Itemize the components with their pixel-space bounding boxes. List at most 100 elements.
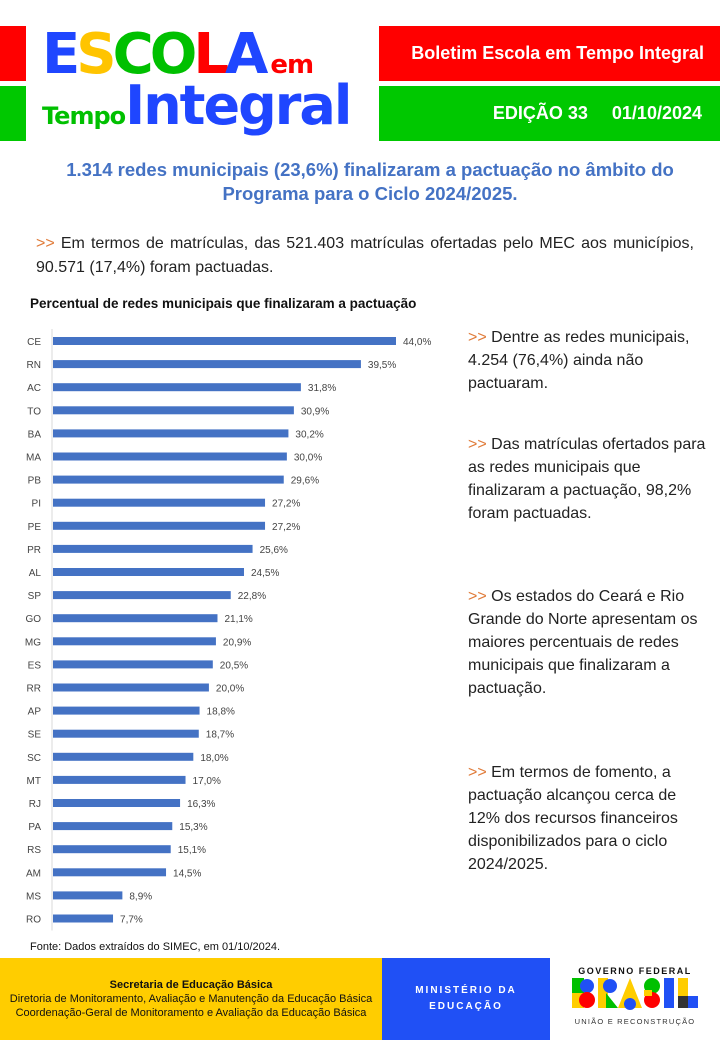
category-label: MS: [26, 891, 41, 902]
data-label: 18,7%: [206, 730, 234, 741]
highlight-text: Das matrículas ofertados para as redes m…: [468, 436, 706, 522]
category-label: CE: [27, 337, 41, 348]
footer-ministerio: MINISTÉRIO DA EDUCAÇÃO: [382, 958, 550, 1040]
logo-letter: O: [149, 22, 198, 87]
data-label: 30,9%: [301, 406, 329, 417]
category-label: MA: [26, 453, 41, 464]
data-label: 44,0%: [403, 337, 431, 348]
category-label: TO: [27, 406, 41, 417]
bar-sc: [53, 752, 194, 761]
logo-letter: C: [112, 22, 154, 87]
bar-ro: [53, 914, 114, 923]
category-label: AL: [29, 568, 42, 579]
highlight-3: >> Os estados do Ceará e Rio Grande do N…: [468, 585, 708, 700]
logo-letter: E: [42, 22, 80, 87]
category-label: SP: [28, 591, 42, 602]
bullet-arrow-icon: >>: [468, 588, 487, 605]
data-label: 14,5%: [173, 868, 201, 879]
bar-al: [53, 568, 244, 576]
edition-number: EDIÇÃO 33: [492, 103, 588, 123]
data-label: 18,0%: [200, 753, 228, 764]
data-label: 16,3%: [187, 799, 215, 810]
category-label: PA: [28, 822, 41, 833]
bar-ba: [53, 429, 289, 438]
secretaria-name: Secretaria de Educação Básica: [109, 979, 273, 991]
bar-am: [53, 868, 167, 877]
governo-federal-logo: GOVERNO FEDERAL UNIÃO E RECONSTRUÇÃO: [560, 962, 710, 1034]
edition-banner: EDIÇÃO 33 01/10/2024: [379, 86, 720, 141]
category-label: GO: [25, 614, 41, 625]
category-label: MG: [25, 637, 41, 648]
data-label: 18,8%: [207, 707, 235, 718]
data-label: 20,0%: [216, 684, 244, 695]
category-label: AP: [28, 707, 42, 718]
gov-top-text: GOVERNO FEDERAL: [578, 966, 692, 976]
ministerio-line-1: MINISTÉRIO DA: [415, 985, 517, 996]
logo-em: em: [270, 50, 314, 80]
highlight-2: >> Das matrículas ofertados para as rede…: [468, 433, 708, 525]
bulletin-title-banner: Boletim Escola em Tempo Integral: [379, 26, 720, 81]
data-label: 24,5%: [251, 568, 279, 579]
category-label: PB: [28, 476, 42, 487]
category-label: RJ: [29, 799, 41, 810]
bulletin-title: Boletim Escola em Tempo Integral: [411, 43, 704, 63]
decorative-red-block: [0, 26, 26, 81]
logo-letter: L: [193, 22, 229, 87]
bullet-arrow-icon: >>: [468, 436, 487, 453]
bar-sp: [53, 591, 231, 600]
category-label: ES: [28, 660, 42, 671]
data-label: 31,8%: [308, 383, 336, 394]
data-label: 20,5%: [220, 660, 248, 671]
data-label: 27,2%: [272, 522, 300, 533]
category-label: RO: [26, 915, 41, 926]
bar-se: [53, 729, 199, 738]
category-label: PR: [27, 545, 41, 556]
bar-rj: [53, 799, 181, 807]
data-label: 17,0%: [193, 776, 221, 787]
logo-escola-word: ESCOLA em: [42, 26, 314, 94]
category-label: MT: [27, 776, 41, 787]
ministerio-line-2: EDUCAÇÃO: [429, 1001, 503, 1012]
edition-date: 01/10/2024: [611, 103, 702, 123]
bar-ma: [53, 452, 287, 461]
bar-ms: [53, 891, 123, 900]
data-label: 20,9%: [223, 637, 251, 648]
data-label: 22,8%: [238, 591, 266, 602]
bar-pr: [53, 544, 253, 553]
category-label: RN: [27, 360, 41, 371]
bar-ap: [53, 706, 200, 715]
decorative-green-block: [0, 86, 26, 141]
bar-mg: [53, 637, 216, 646]
diretoria-name: Diretoria de Monitoramento, Avaliação e …: [9, 993, 373, 1005]
brasil-logo-icon: [572, 978, 698, 1010]
highlight-4: >> Em termos de fomento, a pactuação alc…: [468, 761, 708, 876]
data-label: 25,6%: [260, 545, 288, 556]
data-label: 30,0%: [294, 453, 322, 464]
highlight-text: Os estados do Ceará e Rio Grande do Nort…: [468, 588, 698, 697]
data-label: 30,2%: [295, 429, 323, 440]
source-note: Fonte: Dados extraídos do SIMEC, em 01/1…: [30, 941, 281, 953]
bar-ce: [53, 337, 396, 345]
data-label: 39,5%: [368, 360, 396, 371]
logo-tempo: Tempo: [42, 102, 126, 130]
bar-ac: [53, 383, 301, 392]
chart-title: Percentual de redes municipais que final…: [30, 296, 417, 311]
bar-chart: CE 44,0% RN 39,5% AC 31,8% TO 30,9% BA 30,2% MA 30,…: [25, 329, 431, 931]
category-label: PE: [28, 522, 42, 533]
highlight-text: Em termos de fomento, a pactuação alcanç…: [468, 764, 678, 873]
data-label: 8,9%: [129, 891, 152, 902]
headline: 1.314 redes municipais (23,6%) finalizar…: [66, 159, 674, 204]
data-label: 27,2%: [272, 499, 300, 510]
data-label: 21,1%: [224, 614, 252, 625]
coordenacao-name: Coordenação-Geral de Monitoramento e Ava…: [15, 1007, 367, 1019]
escola-tempo-integral-logo: ESCOLA em TempoIntegral: [40, 26, 370, 138]
bar-pa: [53, 822, 173, 831]
bar-rr: [53, 683, 209, 692]
bar-mt: [53, 775, 186, 784]
intro-paragraph: >> Em termos de matrículas, das 521.403 …: [36, 232, 694, 280]
logo-letter: A: [225, 22, 268, 87]
bar-go: [53, 614, 218, 623]
logo-letters: ESCOLA: [42, 22, 268, 87]
bar-pe: [53, 521, 266, 530]
data-label: 15,3%: [179, 822, 207, 833]
